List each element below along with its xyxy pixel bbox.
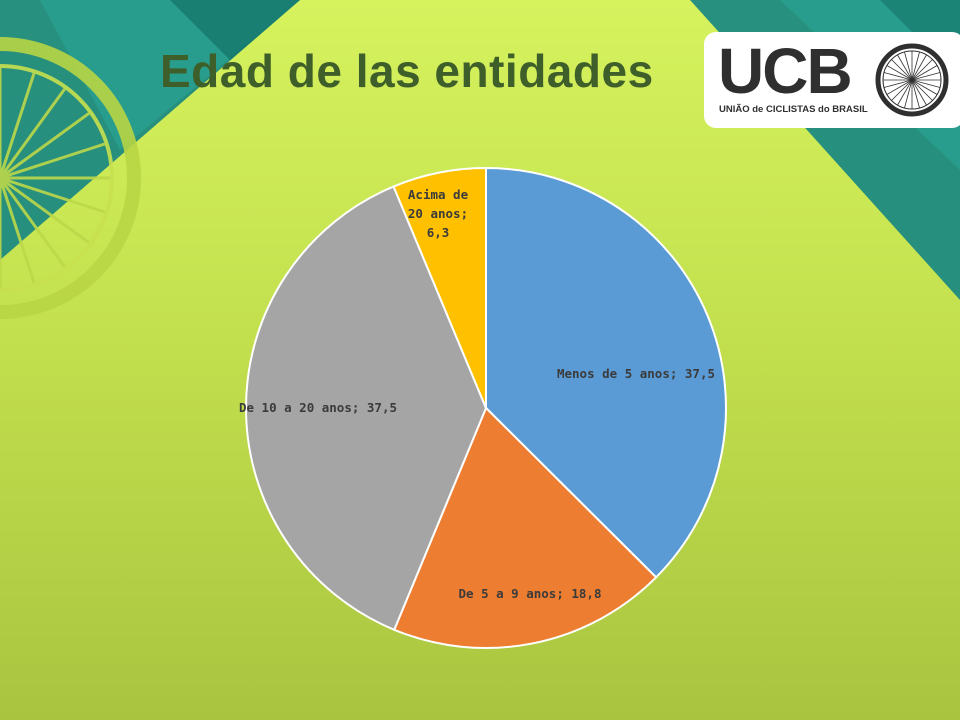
slide-title: Edad de las entidades [160, 45, 654, 97]
data-label-4: Acima de 20 anos; 6,3 [408, 187, 469, 240]
data-label-2: De 5 a 9 anos; 18,8 [459, 586, 602, 601]
logo-tagline: UNIÃO de CICLISTAS do BRASIL [719, 104, 868, 115]
bicycle-wheel-icon [875, 43, 949, 117]
ucb-logo: UCB UNIÃO de CICLISTAS do BRASIL [704, 32, 960, 128]
pie-slice-4 [392, 166, 487, 409]
data-label-3: De 10 a 20 anos; 37,5 [239, 400, 397, 415]
pie-slice-3 [245, 185, 488, 632]
pie-slice-1 [485, 166, 727, 579]
logo-wordmark: UCB [718, 35, 853, 107]
data-label-1: Menos de 5 anos; 37,5 [557, 366, 715, 381]
pie-slice-2 [392, 406, 658, 649]
